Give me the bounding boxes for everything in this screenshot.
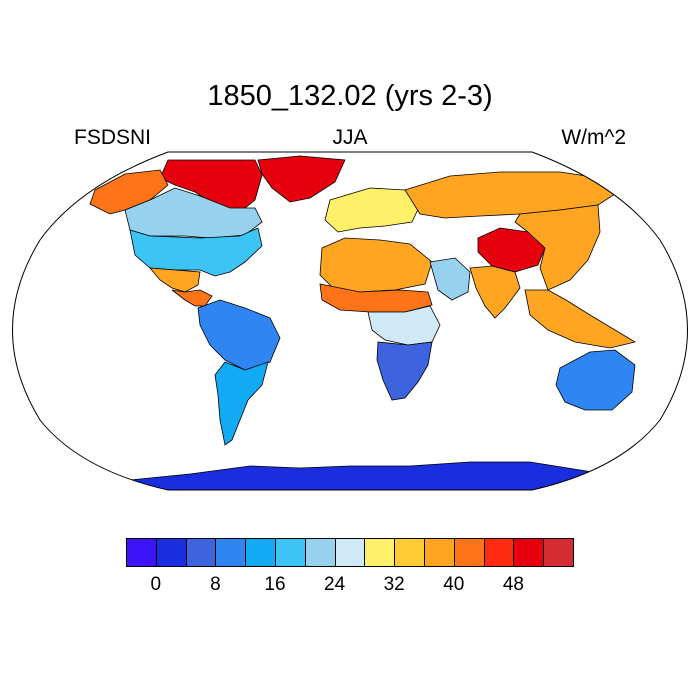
region-arabia — [429, 257, 471, 301]
colorbar-swatch — [483, 538, 515, 567]
region-europe — [324, 187, 421, 233]
region-southern-south-america — [214, 361, 269, 446]
colorbar-swatch — [155, 538, 187, 567]
region-southern-africa — [376, 341, 433, 401]
season-label: JJA — [332, 126, 368, 149]
colorbar-swatch — [245, 538, 276, 567]
colorbar-tick-label: 24 — [324, 574, 346, 595]
map-outline — [12, 151, 688, 491]
region-australia — [555, 349, 636, 411]
region-southeast-asia — [524, 289, 637, 349]
region-tibetan-plateau — [477, 227, 546, 273]
colorbar-tick-label: 8 — [210, 574, 221, 595]
colorbar-tick-label: 16 — [264, 574, 286, 595]
colorbar-swatch — [275, 538, 306, 567]
region-amazon — [197, 299, 281, 371]
units-label: W/m^2 — [561, 126, 626, 149]
colorbar-swatch — [424, 538, 455, 567]
colorbar-tick-label: 0 — [150, 574, 162, 595]
colorbar-tick-label: 32 — [383, 574, 405, 595]
region-china — [514, 204, 601, 291]
colorbar-swatch — [334, 538, 366, 567]
variable-label: FSDSNI — [74, 126, 152, 149]
colorbar-swatch — [543, 538, 574, 567]
region-india — [469, 265, 521, 319]
colorbar-swatch — [513, 538, 545, 567]
region-central-africa — [367, 305, 441, 346]
colorbar-tick-label: 48 — [502, 574, 524, 595]
region-antarctica — [109, 461, 661, 490]
colorbar-swatch — [364, 538, 396, 567]
colorbar-swatch — [215, 538, 247, 567]
plot-title: 1850_132.02 (yrs 2-3) — [207, 80, 493, 112]
colorbar-tick-label: 40 — [443, 574, 465, 595]
region-central-america — [171, 289, 213, 307]
region-greenland — [257, 155, 346, 203]
region-mexico — [149, 267, 201, 293]
region-sahara — [319, 237, 433, 293]
colorbar-swatch — [453, 538, 485, 567]
colorbar-swatch — [185, 538, 217, 567]
colorbar-swatch — [126, 538, 157, 567]
colorbar-swatch — [304, 538, 336, 567]
colorbar-swatch — [394, 538, 425, 567]
